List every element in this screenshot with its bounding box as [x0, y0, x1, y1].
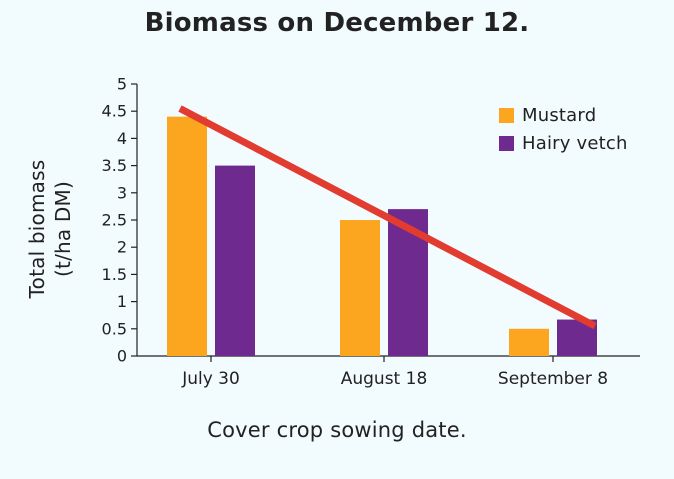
bar-mustard-3: [509, 328, 549, 356]
legend-item-hairy-vetch: Hairy vetch: [499, 130, 628, 156]
y-tick-label: 3: [117, 183, 127, 202]
bar-mustard-1: [167, 116, 207, 356]
legend-swatch-hairy-vetch: [499, 135, 514, 151]
x-axis-title: Cover crop sowing date.: [207, 418, 467, 442]
x-tick-label: September 8: [498, 369, 608, 389]
legend-item-mustard: Mustard: [499, 102, 628, 128]
x-tick-label: July 30: [181, 369, 240, 389]
y-tick-label: 3.5: [102, 156, 127, 175]
y-tick-label: 4.5: [102, 102, 127, 121]
y-tick-label: 2: [117, 238, 127, 257]
y-tick-label: 0.5: [102, 319, 127, 338]
y-tick-label: 1.5: [102, 265, 127, 284]
y-tick-label: 2.5: [102, 211, 127, 230]
legend-label-hairy-vetch: Hairy vetch: [522, 132, 628, 154]
legend-label-mustard: Mustard: [522, 104, 597, 126]
legend: Mustard Hairy vetch: [499, 102, 628, 158]
y-tick-label: 4: [117, 129, 127, 148]
chart-title: Biomass on December 12.: [144, 8, 530, 38]
legend-swatch-mustard: [499, 107, 514, 123]
y-tick-label: 1: [117, 292, 127, 311]
y-tick-label: 0: [117, 347, 127, 366]
x-tick-label: August 18: [341, 369, 428, 389]
bar-mustard-2: [340, 220, 380, 356]
y-tick-label: 5: [117, 75, 127, 94]
bar-hairy-vetch-1: [215, 165, 255, 356]
trend-line: [178, 105, 597, 330]
